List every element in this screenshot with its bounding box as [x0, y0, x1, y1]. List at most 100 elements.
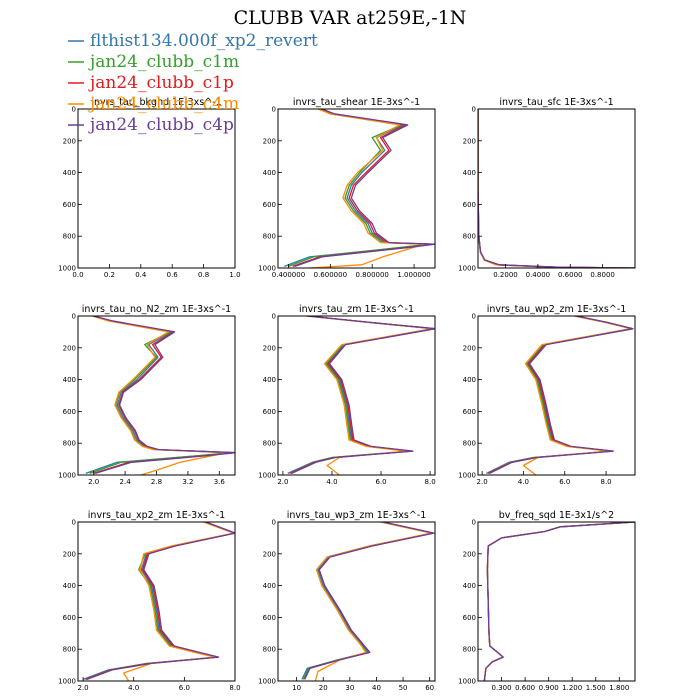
y-tick-label: 0	[272, 106, 276, 114]
y-tick-label: 800	[463, 646, 476, 654]
legend-label: jan24_clubb_c4p	[88, 115, 234, 135]
x-tick-label: 2.0	[77, 684, 88, 692]
series-line-5	[291, 316, 435, 474]
series-line-2	[478, 109, 635, 268]
legend: flthist134.000f_xp2_revertjan24_clubb_c1…	[68, 31, 318, 135]
x-tick-label: 0.4000	[526, 271, 551, 279]
plot-frame	[477, 108, 636, 269]
y-tick-label: 400	[263, 582, 276, 590]
series-line-5	[304, 522, 435, 680]
y-tick-label: 600	[263, 614, 276, 622]
y-tick-label: 200	[63, 137, 76, 145]
y-tick-label: 800	[263, 233, 276, 241]
legend-label: jan24_clubb_c4m	[88, 94, 239, 114]
panel-5: invrs_tau_zm 1E-3xs^-1 0 200 400 600 800 10002…	[258, 304, 435, 486]
y-tick-label: 1000	[458, 678, 476, 686]
y-tick-label: 400	[463, 169, 476, 177]
legend-label: jan24_clubb_c1p	[88, 73, 234, 93]
y-tick-label: 400	[63, 582, 76, 590]
legend-entry: jan24_clubb_c4m	[68, 94, 239, 114]
x-tick-label: 10	[292, 684, 301, 692]
y-tick-label: 200	[63, 344, 76, 352]
y-tick-label: 600	[463, 408, 476, 416]
series-line-1	[483, 522, 635, 681]
series-group	[82, 522, 235, 681]
x-tick-label: 30	[345, 684, 354, 692]
series-line-4	[483, 522, 635, 681]
y-tick-label: 200	[463, 344, 476, 352]
series-group	[287, 316, 435, 475]
legend-label: jan24_clubb_c1m	[88, 52, 239, 72]
panel-9: bv_freq_sqd 1E-3x1/s^2 0 200 400 600 800 1000 0…	[458, 510, 636, 692]
legend-label: flthist134.000f_xp2_revert	[90, 31, 318, 51]
panel-1: invrs_tau_bkgnd 1E-3xs^-1 0 200 400 600 800 10…	[58, 97, 240, 279]
series-line-4	[522, 316, 632, 475]
series-line-2	[483, 522, 635, 681]
series-line-2	[290, 316, 435, 474]
legend-entry: jan24_clubb_c1p	[68, 73, 234, 93]
x-tick-label: 3.2	[182, 478, 193, 486]
y-tick-label: 800	[63, 646, 76, 654]
y-tick-label: 800	[63, 233, 76, 241]
x-tick-label: 8.0	[229, 684, 240, 692]
x-tick-label: 8.0	[425, 478, 436, 486]
y-tick-label: 400	[63, 169, 76, 177]
plot-frame	[477, 315, 636, 476]
x-tick-label: 1.200	[562, 684, 582, 692]
series-group	[301, 522, 435, 681]
series-line-5	[294, 109, 435, 268]
y-tick-label: 800	[263, 646, 276, 654]
x-tick-label: 2.0	[477, 478, 488, 486]
x-tick-label: 0.400000	[272, 271, 305, 279]
series-line-5	[478, 109, 635, 268]
panel-title: invrs_tau_xp2_zm 1E-3xs^-1	[88, 510, 225, 521]
x-tick-label: 2.0	[277, 478, 288, 486]
y-tick-label: 0	[72, 519, 76, 527]
x-tick-label: 0.600000	[314, 271, 347, 279]
figure-title: CLUBB VAR at259E,-1N	[234, 7, 467, 29]
panel-title: invrs_tau_bkgnd 1E-3xs^-1	[91, 97, 221, 108]
y-tick-label: 800	[463, 440, 476, 448]
panel-title: bv_freq_sqd 1E-3x1/s^2	[499, 510, 614, 521]
x-tick-label: 6.0	[559, 478, 570, 486]
series-line-3	[478, 109, 635, 268]
x-tick-label: 6.0	[179, 684, 190, 692]
x-tick-label: 2.8	[151, 478, 162, 486]
panel-4: invrs_tau_no_N2_zm 1E-3xs^-1 0 200 400 600 80…	[58, 304, 236, 486]
y-tick-label: 0	[472, 313, 476, 321]
x-tick-label: 8.0	[601, 478, 612, 486]
x-tick-label: 0.2000	[493, 271, 518, 279]
x-tick-label: 4.0	[326, 478, 337, 486]
y-tick-label: 1000	[258, 472, 276, 480]
plot-frame	[277, 108, 436, 269]
series-line-5	[489, 316, 634, 474]
x-tick-label: 0.800000	[355, 271, 388, 279]
series-group	[284, 109, 435, 268]
y-tick-label: 600	[463, 614, 476, 622]
y-tick-label: 1000	[458, 472, 476, 480]
x-tick-label: 1.800	[609, 684, 629, 692]
y-tick-label: 0	[472, 106, 476, 114]
y-tick-label: 1000	[58, 678, 76, 686]
series-group	[483, 522, 635, 681]
legend-entry: flthist134.000f_xp2_revert	[68, 31, 318, 51]
plot-frame	[477, 521, 636, 682]
panel-3: invrs_tau_sfc 1E-3xs^-1 0 200 400 600 800 1000…	[458, 97, 636, 279]
plot-frame	[277, 521, 436, 682]
series-line-5	[483, 522, 635, 681]
y-tick-label: 200	[463, 550, 476, 558]
x-tick-label: 1.0	[229, 271, 240, 279]
y-tick-label: 0	[72, 313, 76, 321]
series-line-5	[86, 522, 235, 681]
plot-frame	[77, 521, 236, 682]
series-line-3	[483, 522, 635, 681]
y-tick-label: 600	[463, 201, 476, 209]
x-tick-label: 2.0	[88, 478, 99, 486]
panel-8: invrs_tau_wp3_zm 1E-3xs^-1 0 200 400 600 800 1…	[258, 510, 436, 692]
y-tick-label: 600	[263, 408, 276, 416]
series-group	[478, 109, 635, 268]
y-tick-label: 600	[63, 201, 76, 209]
y-tick-label: 400	[63, 376, 76, 384]
x-tick-label: 4.0	[128, 684, 139, 692]
